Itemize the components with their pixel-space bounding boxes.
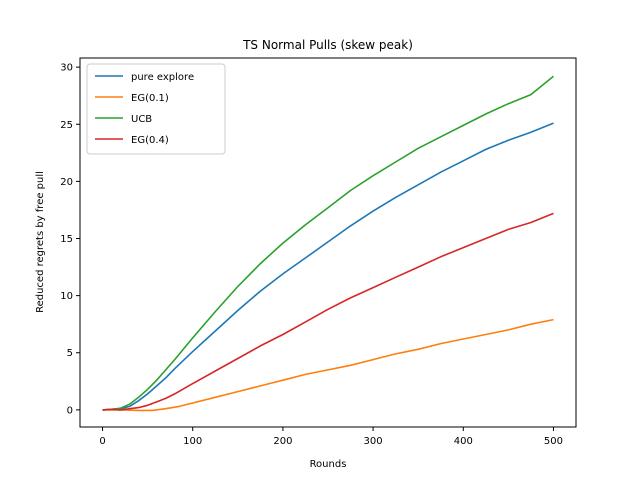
legend-box: [86, 63, 226, 155]
y-tick-label: 10: [60, 291, 73, 302]
series-line-1: [102, 318, 554, 412]
y-tick-label: 15: [60, 234, 73, 245]
y-tick-label: 30: [60, 63, 73, 74]
legend-label: pure explore: [131, 72, 194, 83]
series-line-2: [102, 75, 555, 411]
axes-frame: [79, 57, 577, 428]
x-axis: 0 100 200 300 400 500: [99, 427, 563, 447]
x-tick-label: 0: [99, 436, 105, 447]
y-tick-label: 0: [67, 405, 73, 416]
x-tick-label: 500: [544, 436, 563, 447]
legend-label: EG(0.1): [131, 93, 169, 104]
y-tick-label: 5: [67, 348, 73, 359]
y-axis: 0 5 10 15 20 25 30: [60, 63, 80, 416]
legend: pure explore EG(0.1) UCB EG(0.4): [86, 63, 226, 155]
x-tick-label: 300: [364, 436, 383, 447]
plot-area: [102, 75, 555, 412]
x-tick-label: 100: [183, 436, 202, 447]
legend-label: EG(0.4): [131, 135, 169, 146]
series-line-3: [102, 212, 554, 411]
x-tick-label: 400: [454, 436, 473, 447]
legend-label: UCB: [131, 114, 152, 125]
series-line-0: [102, 122, 554, 411]
y-axis-label: Reduced regrets by free pull: [35, 171, 46, 313]
x-tick-label: 200: [273, 436, 292, 447]
chart-title: TS Normal Pulls (skew peak): [242, 38, 413, 52]
y-tick-label: 20: [60, 177, 73, 188]
x-axis-label: Rounds: [310, 459, 347, 470]
y-tick-label: 25: [60, 120, 73, 131]
